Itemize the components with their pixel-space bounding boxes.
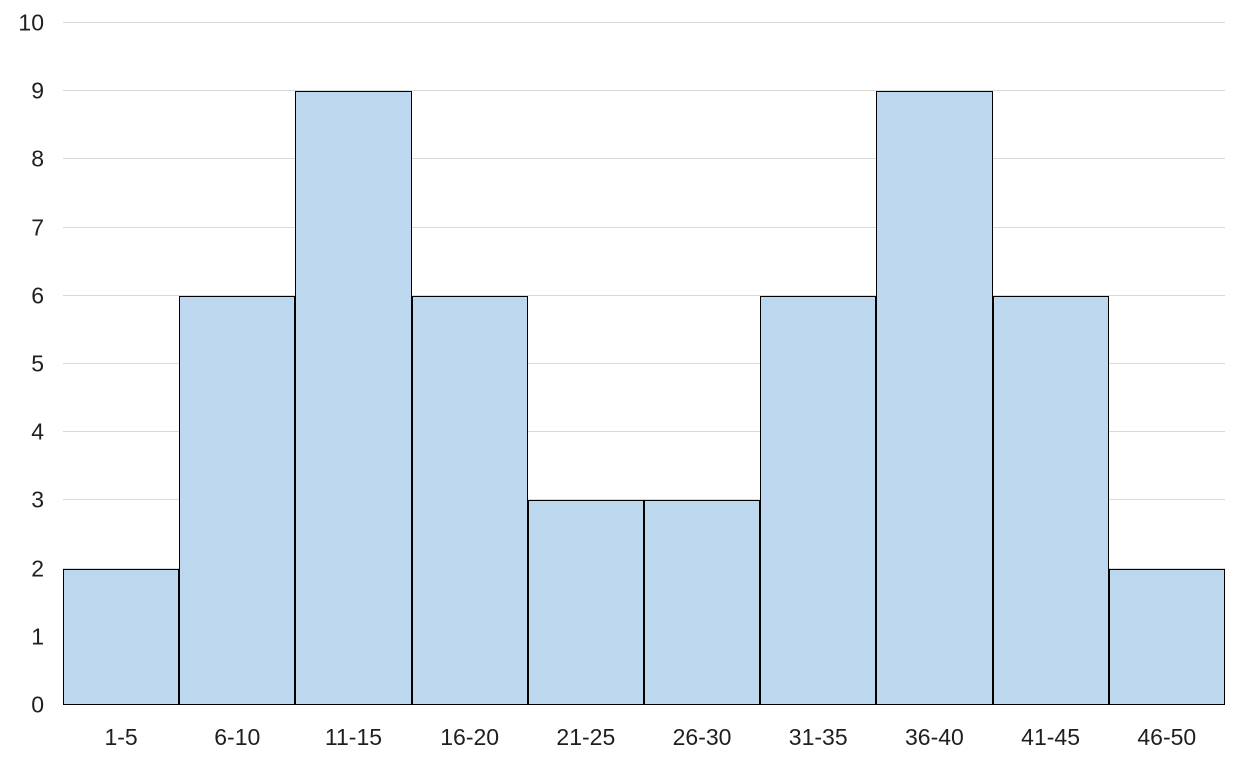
y-tick-label: 0 <box>31 691 44 718</box>
x-tick-label: 46-50 <box>1137 724 1197 750</box>
histogram-bar <box>876 91 993 705</box>
x-tick-label: 11-15 <box>324 724 383 750</box>
y-tick-label: 9 <box>31 77 44 104</box>
y-tick-label: 4 <box>31 418 44 445</box>
y-tick-label: 2 <box>31 555 44 582</box>
histogram-bar <box>1108 568 1225 705</box>
gridline <box>63 363 1225 364</box>
histogram-bar <box>179 295 296 705</box>
y-tick-label: 7 <box>31 214 44 241</box>
y-tick-label: 1 <box>31 623 44 650</box>
histogram-bar <box>760 295 877 705</box>
gridline <box>63 22 1225 23</box>
x-tick-label: 41-45 <box>1021 724 1080 750</box>
x-tick-label: 6-10 <box>214 724 261 750</box>
x-tick-label: 1-5 <box>104 724 138 750</box>
x-axis: 1-5 6-10 11-15 16-20 21-25 26-30 31-35 36-40 41-… <box>63 723 1225 751</box>
gridline <box>63 431 1225 433</box>
y-tick-label: 8 <box>31 145 44 172</box>
x-tick-label: 21-25 <box>556 724 616 750</box>
histogram-bar <box>527 500 644 705</box>
y-tick-label: 10 <box>18 9 44 36</box>
gridline <box>63 499 1225 501</box>
gridline <box>63 294 1225 296</box>
gridline <box>63 158 1225 160</box>
y-tick-label: 3 <box>31 486 44 513</box>
histogram-bar <box>411 295 528 705</box>
x-tick-label: 16-20 <box>440 724 500 750</box>
histogram-bar <box>643 500 761 705</box>
y-tick-label: 6 <box>31 282 44 309</box>
x-tick-label: 36-40 <box>904 724 964 750</box>
y-tick-label: 5 <box>31 350 44 377</box>
x-tick-label: 31-35 <box>788 724 848 750</box>
y-axis: 0 1 2 3 4 5 6 7 8 9 10 <box>0 11 44 716</box>
gridline <box>63 226 1225 228</box>
gridline <box>63 90 1225 92</box>
histogram-bar <box>295 91 412 705</box>
x-tick-label: 26-30 <box>672 724 732 750</box>
plot-area <box>63 22 1225 705</box>
bar-series <box>63 23 1225 705</box>
histogram-bar <box>992 295 1109 705</box>
histogram-bar <box>63 568 180 705</box>
